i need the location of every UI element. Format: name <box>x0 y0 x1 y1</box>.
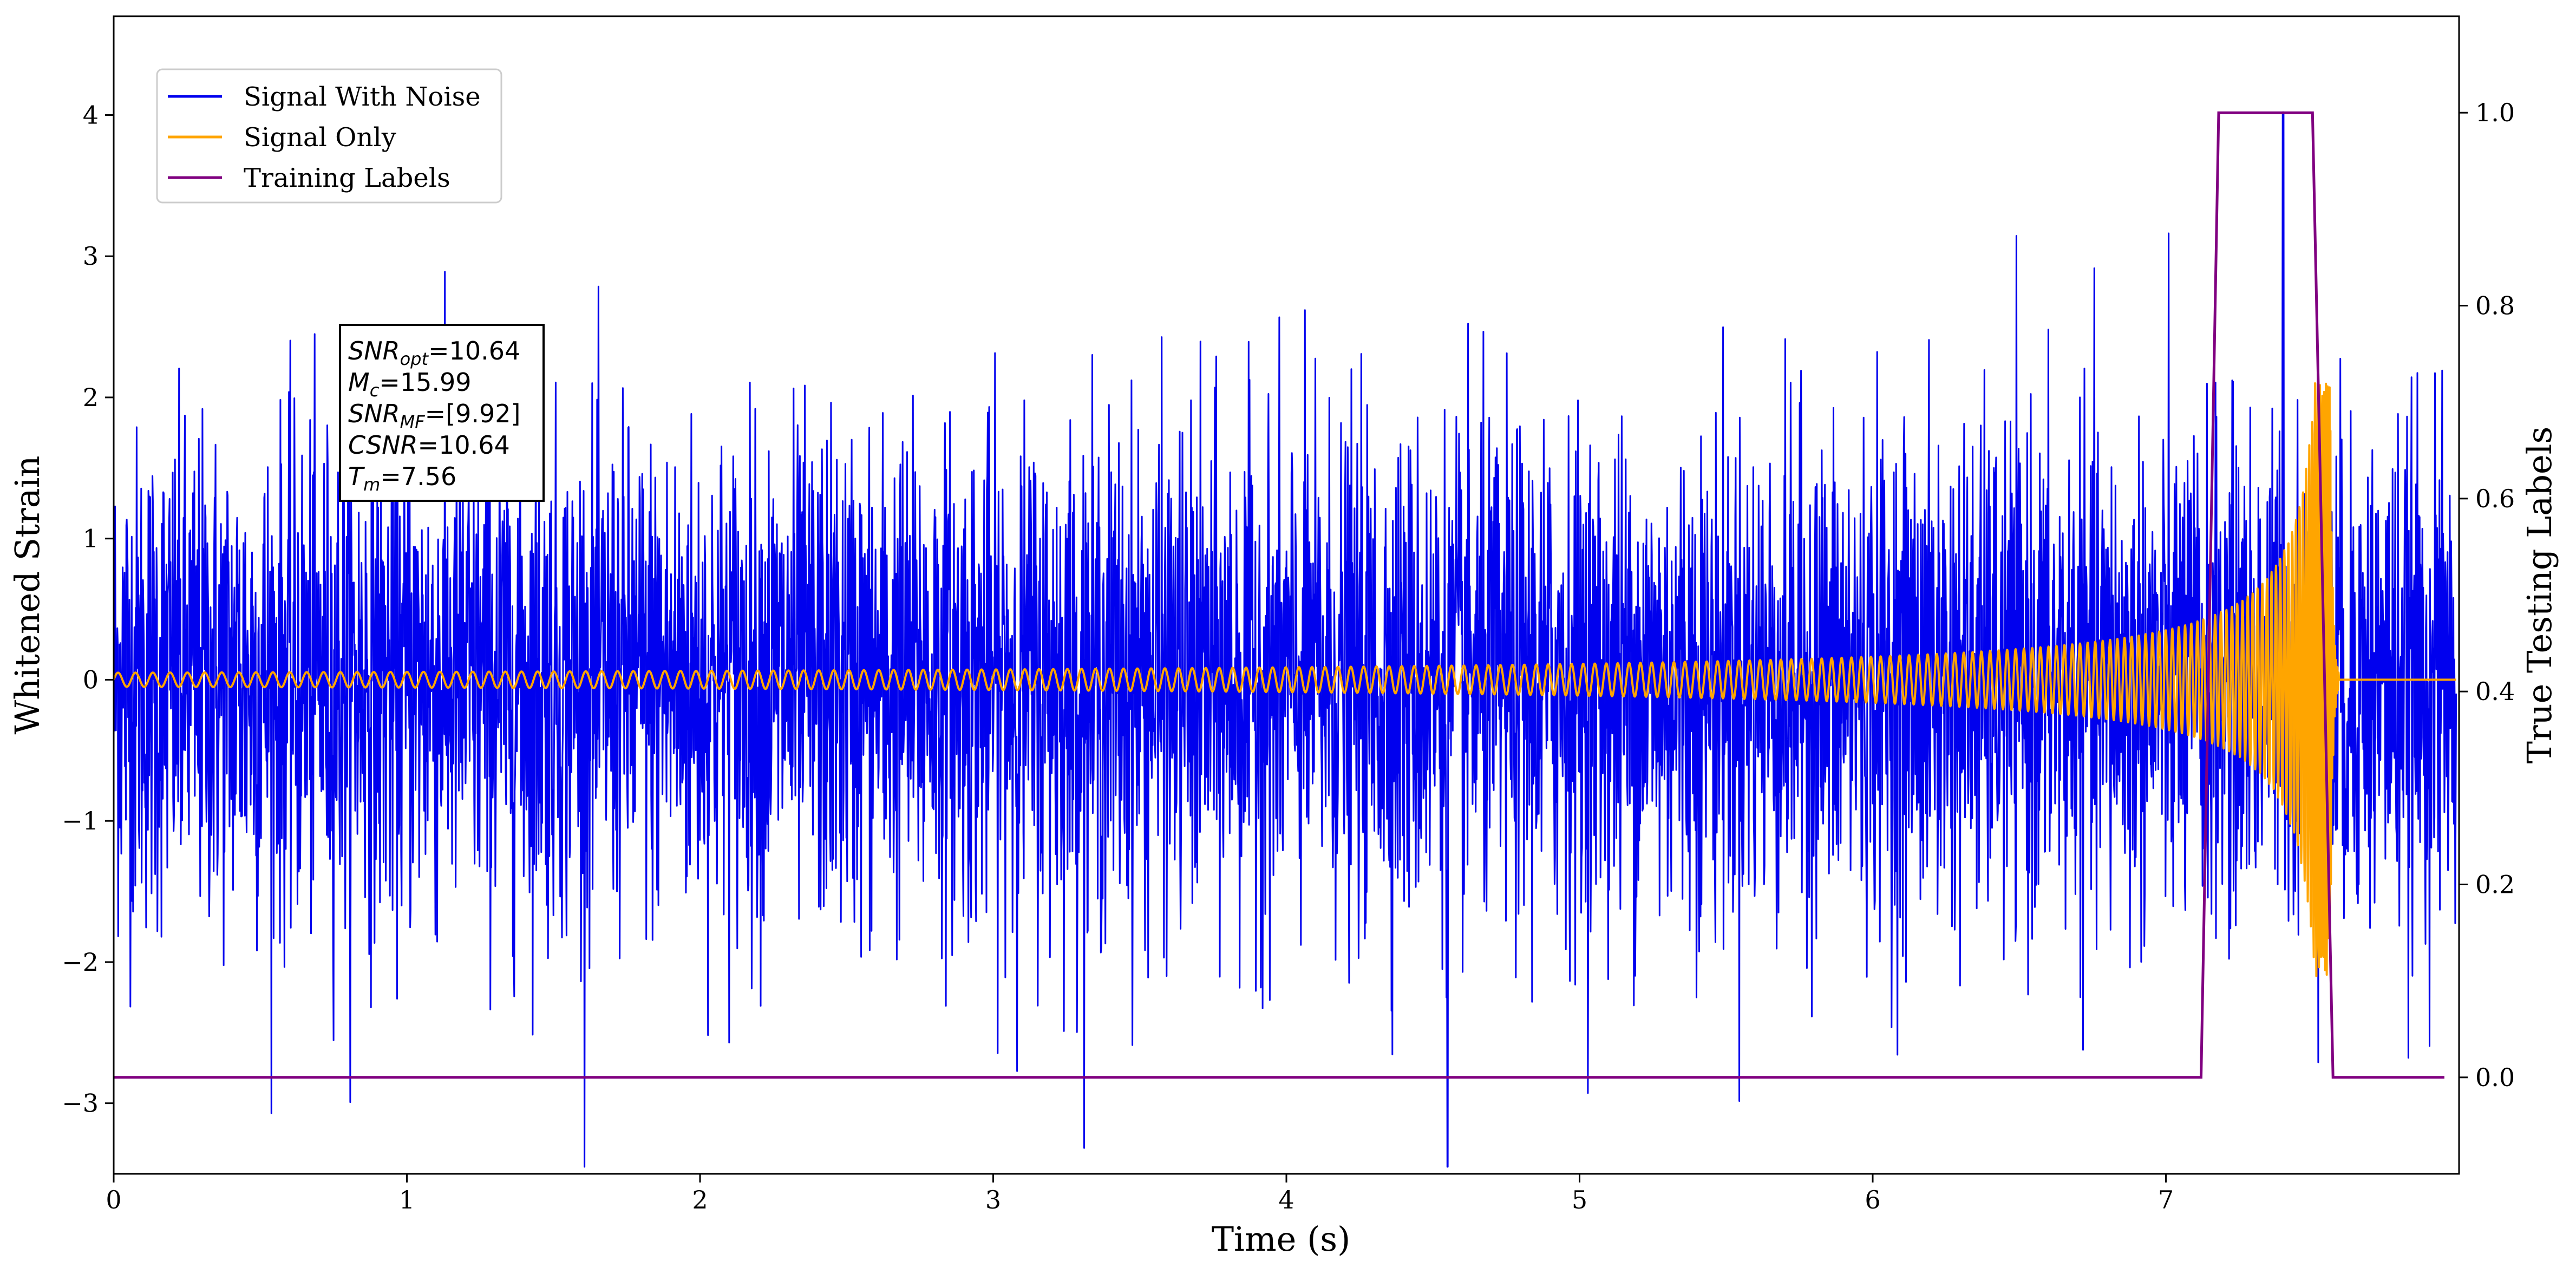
series-layer <box>114 111 2457 1168</box>
x-tick-label: 5 <box>1572 1185 1587 1214</box>
y-tick-label: 1 <box>83 524 99 553</box>
x-tick-label: 3 <box>985 1185 1001 1214</box>
series-signal-only <box>114 382 2457 977</box>
y2-tick-label: 0.4 <box>2475 677 2515 706</box>
y-tick-label: −3 <box>62 1089 99 1118</box>
y-tick-label: 4 <box>83 101 99 130</box>
x-axis-label: Time (s) <box>1212 1219 1351 1259</box>
y2-tick-label: 0.8 <box>2475 291 2515 321</box>
annotation-frame <box>339 324 545 502</box>
x-tick-label: 1 <box>399 1185 415 1214</box>
y2-tick-label: 0.2 <box>2475 870 2515 899</box>
y-tick-label: 0 <box>83 665 99 694</box>
annotation-line: SNRopt=10.64 <box>348 336 520 369</box>
legend: Signal With Noise Signal Only Training L… <box>156 68 502 204</box>
series-training-labels <box>114 111 2444 1079</box>
y2-tick-label: 1.0 <box>2475 98 2515 127</box>
x-tick-label: 0 <box>106 1185 121 1214</box>
annotation-line: Mc=15.99 <box>348 368 472 401</box>
axes-layer: 0 1 2 3 4 5 6 7 −3 −2 −1 0 1 2 3 4 0.0 0.2 0.4 0.6 0.8 1.0 <box>62 98 2515 1214</box>
x-tick-label: 7 <box>2158 1185 2174 1214</box>
y-tick-label: 2 <box>83 383 99 412</box>
legend-label-signal-with-noise: Signal With Noise <box>244 82 481 112</box>
y2-tick-label: 0.0 <box>2475 1063 2515 1092</box>
legend-label-training-labels: Training Labels <box>244 163 450 193</box>
annotation-line: SNRMF=[9.92] <box>348 399 520 432</box>
x-tick-label: 4 <box>1278 1185 1294 1214</box>
legend-label-signal-only: Signal Only <box>244 122 396 153</box>
y-tick-label: −2 <box>62 948 99 977</box>
y2-tick-label: 0.6 <box>2475 484 2515 513</box>
y-axis-label: Whitened Strain <box>8 456 47 735</box>
series-signal-with-noise <box>114 111 2457 1168</box>
x-tick-label: 2 <box>692 1185 708 1214</box>
legend-box <box>156 68 502 204</box>
y-tick-label: 3 <box>83 241 99 271</box>
annotation-line: CSNR=10.64 <box>348 430 510 460</box>
annotation-box: SNRopt=10.64Mc=15.99SNRMF=[9.92]CSNR=10.… <box>339 324 545 502</box>
x-tick-label: 6 <box>1865 1185 1880 1214</box>
y-tick-label: −1 <box>62 806 99 835</box>
annotation-line: Tm=7.56 <box>348 462 456 495</box>
y2-axis-label: True Testing Labels <box>2520 427 2559 764</box>
